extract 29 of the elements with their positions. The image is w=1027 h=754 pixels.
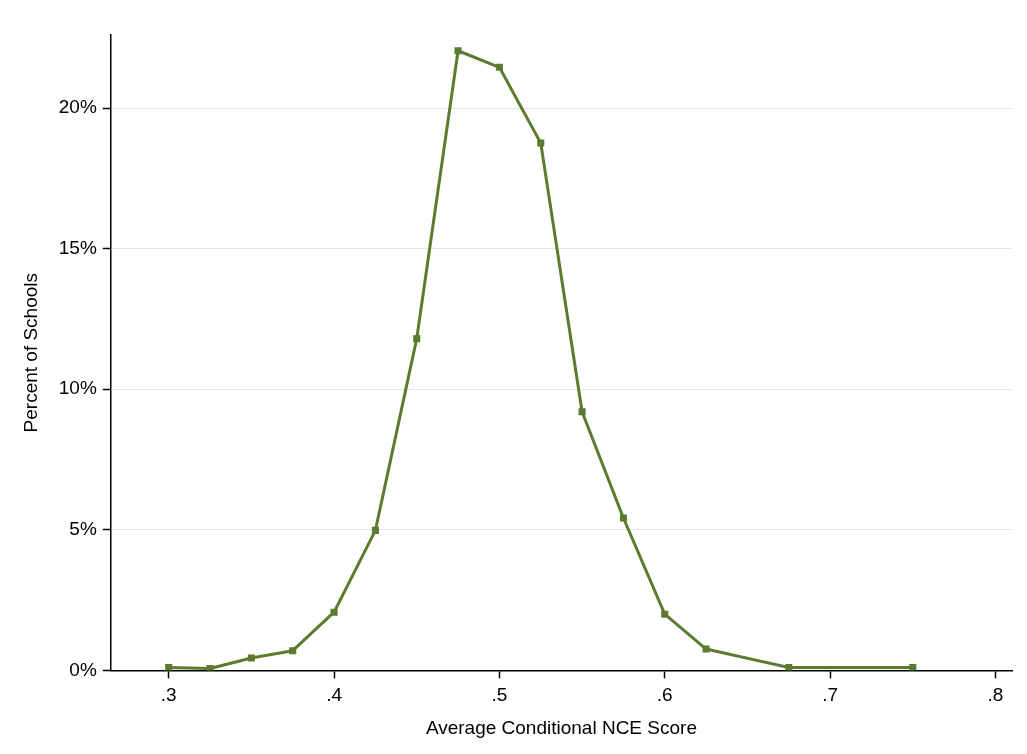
point (330, 608, 338, 616)
point (909, 664, 917, 671)
point (206, 664, 214, 671)
x-axis-title: Average Conditional NCE Score (425, 716, 697, 738)
point (702, 645, 710, 653)
point (247, 654, 255, 662)
point (495, 63, 503, 71)
point (785, 664, 793, 671)
point (619, 514, 627, 522)
y-tick-label: 0% (69, 658, 97, 680)
point (413, 335, 421, 343)
point (371, 526, 379, 534)
point (661, 610, 669, 618)
y-tick-label: 10% (58, 377, 97, 399)
x-tick-label: .8 (987, 684, 1004, 706)
x-tick-label: .7 (822, 684, 839, 706)
point (454, 47, 462, 55)
x-tick-label: .4 (326, 684, 343, 706)
point (165, 664, 173, 671)
point (537, 139, 545, 147)
x-tick-label: .5 (491, 684, 508, 706)
x-tick-label: .3 (160, 684, 177, 706)
y-tick-label: 5% (69, 518, 97, 540)
y-tick-label: 20% (58, 96, 97, 118)
y-tick-label: 15% (58, 236, 97, 258)
y-axis-title: Percent of Schools (19, 272, 41, 433)
point (289, 647, 297, 655)
x-tick-label: .6 (656, 684, 673, 706)
point (578, 408, 586, 416)
